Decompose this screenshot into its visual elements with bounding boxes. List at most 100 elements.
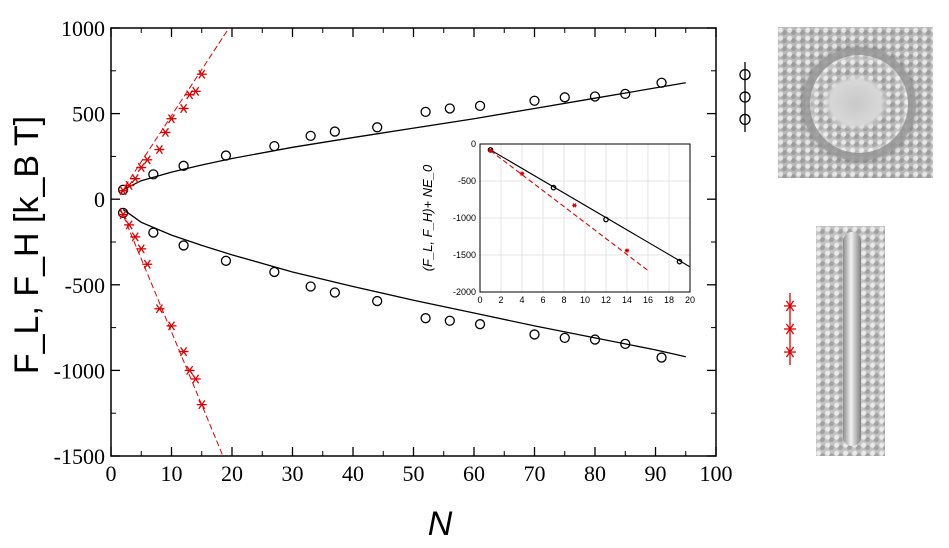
inset-x-tick-label: 8 — [561, 295, 566, 305]
spherical-aggregate-image — [778, 27, 933, 178]
inset-y-tick-label: 0 — [471, 139, 476, 149]
x-tick-label: 50 — [403, 461, 425, 486]
x-tick-label: 30 — [282, 461, 304, 486]
series-0-point — [220, 150, 232, 161]
main-plot-area: 0 10 20 30 40 50 60 70 80 90 10010005000-500-1000-… — [8, 16, 733, 486]
y-tick-label: 500 — [72, 102, 105, 127]
series-0-point — [269, 140, 280, 152]
x-tick-label: 60 — [463, 461, 485, 486]
series-1-point — [305, 281, 316, 292]
series-0-point — [444, 103, 455, 114]
series-1-point — [220, 255, 232, 266]
rod-aggregate-image — [816, 226, 885, 456]
series-2-point — [190, 86, 201, 96]
aggregate-ring — [802, 47, 916, 161]
legend-marker — [784, 300, 796, 312]
inset-y-tick-label: -1000 — [453, 213, 476, 223]
legend-marker — [784, 346, 796, 358]
series-1-point — [444, 315, 455, 326]
inset-series-1-point — [488, 148, 493, 153]
aggregate-rod — [843, 232, 861, 446]
series-0-fit-line — [122, 82, 686, 191]
series-2-point — [130, 174, 141, 184]
x-tick-label: 70 — [524, 461, 546, 486]
series-3-point — [184, 365, 195, 376]
inset-x-tick-label: 4 — [519, 295, 524, 305]
series-2-point — [154, 144, 165, 155]
series-3-point — [154, 304, 165, 314]
inset-y-tick-label: -1500 — [453, 250, 476, 260]
series-3-point — [136, 244, 147, 254]
series-2-point — [142, 155, 153, 165]
inset-y-tick-label: -500 — [458, 176, 476, 186]
legend-marker — [784, 323, 796, 335]
series-3-point — [142, 259, 153, 269]
legend-entry-stars — [784, 293, 796, 365]
series-1-fit-line — [122, 208, 686, 358]
series-2-point — [118, 186, 129, 196]
inset-series-0-point — [487, 147, 494, 153]
y-tick-label: -1000 — [54, 358, 105, 383]
inset-x-tick-label: 18 — [664, 295, 674, 305]
inset-x-tick-label: 2 — [498, 295, 503, 305]
inset-series-1-point — [572, 203, 577, 208]
x-tick-label: 90 — [645, 461, 667, 486]
series-1-point — [620, 338, 631, 350]
inset-series-0-point — [550, 184, 557, 191]
legend-marker — [739, 113, 751, 126]
inset-x-tick-label: 6 — [540, 295, 545, 305]
x-tick-label: 40 — [342, 461, 364, 486]
series-1-point — [148, 227, 159, 238]
series-1-point — [117, 207, 129, 219]
series-0-point — [372, 122, 383, 133]
x-tick-label: 100 — [700, 461, 733, 486]
series-3-point — [166, 321, 177, 331]
y-tick-label: 0 — [94, 187, 105, 212]
x-axis-title: N — [428, 505, 453, 543]
series-0-point — [656, 77, 667, 88]
series-1-point — [372, 295, 383, 307]
inset-y-tick-label: -2000 — [453, 287, 476, 297]
series-0-point — [529, 95, 540, 106]
inset-series-1-point — [519, 171, 525, 176]
series-2-point — [124, 180, 135, 191]
legend-marker — [739, 91, 751, 103]
inset-y-axis-title: (F_L, F_H)+ NE_0 — [420, 164, 435, 271]
series-3-fit-line — [119, 207, 224, 457]
x-tick-label: 20 — [221, 461, 243, 486]
series-1-point — [656, 352, 667, 363]
series-2-point — [178, 103, 189, 114]
series-1-point — [589, 334, 601, 345]
series-0-point — [178, 160, 189, 171]
series-3-point — [196, 400, 207, 410]
inset-series-0-point — [603, 216, 609, 223]
series-1-point — [269, 266, 280, 278]
inset-x-tick-label: 0 — [477, 295, 482, 305]
series-0-point — [117, 184, 129, 195]
inset-series-0-point — [676, 258, 683, 265]
series-0-point — [420, 106, 431, 118]
x-tick-label: 10 — [161, 461, 183, 486]
series-1-point — [529, 329, 540, 340]
y-tick-label: -1500 — [54, 444, 105, 469]
series-0-point — [559, 92, 570, 103]
inset-x-tick-label: 12 — [601, 295, 611, 305]
series-1-point — [559, 332, 570, 344]
y-tick-label: -500 — [65, 273, 105, 298]
series-3-point — [124, 220, 135, 230]
series-1-point — [178, 240, 189, 251]
series-2-point — [160, 127, 171, 138]
x-tick-label: 80 — [584, 461, 606, 486]
series-3-point — [130, 232, 141, 242]
inset-x-tick-label: 10 — [580, 295, 590, 305]
inset-x-tick-label: 14 — [622, 295, 632, 305]
series-2-point — [196, 69, 207, 79]
legend — [739, 62, 796, 365]
series-0-point — [620, 88, 631, 100]
series-2-point — [166, 114, 177, 124]
inset-series-1-line — [490, 150, 649, 271]
series-0-point — [329, 126, 341, 137]
series-1-point — [474, 319, 486, 330]
series-3-point — [190, 374, 201, 384]
